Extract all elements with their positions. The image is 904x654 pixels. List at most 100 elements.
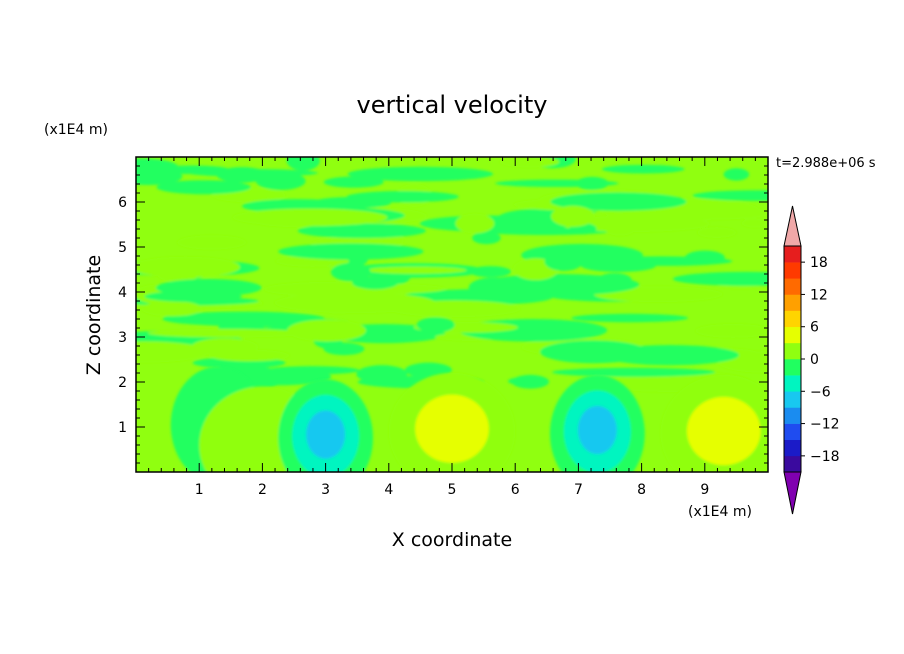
streak [723,168,750,181]
streak [330,262,371,282]
streak [352,276,399,290]
streak [552,367,716,377]
colorbar-tick-label: 6 [810,320,819,336]
y-tick-label: 4 [118,285,127,301]
colorbar-band [784,455,801,473]
chart-title: vertical velocity [357,91,548,119]
streak [601,212,639,236]
colorbar-tick-label: −12 [810,417,840,433]
turbulent-streaks [136,157,768,392]
streak [389,300,521,318]
streak [323,176,384,188]
colorbar-band [784,294,801,311]
streak [571,313,689,323]
x-tick-labels: 1 2 3 4 5 6 7 8 9 [195,482,710,498]
streak [297,223,426,239]
colorbar-band [784,342,801,360]
streak [468,277,520,299]
colorbar-tick-label: −18 [810,449,840,465]
colorbar-band [784,326,801,344]
colorbar-band [784,278,801,295]
x-axis-unit: (x1E4 m) [688,504,752,520]
streak [741,218,768,228]
colorbar-band [784,423,801,441]
axis-ticks [135,156,769,473]
x-tick-label: 5 [448,482,457,498]
streak [323,342,365,356]
streak [416,317,455,333]
time-label: t=2.988e+06 s [776,156,876,171]
y-tick-label: 5 [118,240,127,256]
cell-contour [577,405,617,455]
streak [544,251,583,272]
streak [685,250,725,265]
streak [177,235,247,250]
streak [601,164,685,174]
streak [286,157,320,171]
colorbar-band [784,407,801,424]
streak [346,191,459,203]
cell-contour [306,410,346,459]
colorbar-tick-label: 12 [810,287,828,303]
colorbar-band [784,439,801,457]
cell-contour [415,394,489,463]
streak [697,227,737,238]
streak [278,243,424,260]
colorbar-band [784,375,801,392]
colorbar-min-arrow [783,471,802,515]
y-tick-label: 2 [118,375,127,391]
z-axis-unit: (x1E4 m) [44,122,108,138]
y-tick-label: 6 [118,195,127,211]
streak [581,260,656,272]
streak [508,376,548,386]
y-axis-label: Z coordinate [83,255,105,375]
x-tick-label: 1 [195,482,204,498]
streak [499,157,560,168]
colorbar-tick-label: 0 [810,352,819,368]
colorbar-max-arrow [783,205,802,247]
colorbar-tick-label: 18 [810,255,828,271]
streak [672,271,768,286]
streak [155,278,262,297]
streak [495,179,619,188]
streak [472,231,501,245]
streak [455,213,495,234]
streak [550,192,687,211]
x-tick-label: 9 [700,482,709,498]
x-tick-label: 7 [574,482,583,498]
streak [592,348,712,356]
y-tick-labels: 1 2 3 4 5 6 [118,195,127,436]
streak [156,180,251,195]
streak [597,273,632,287]
streak [191,338,258,356]
x-axis-label: X coordinate [392,529,512,551]
colorbar: −18 −12 −6 0 6 12 18 [783,205,840,515]
cell-contour [686,396,761,466]
streak [287,319,367,342]
streak [136,341,209,363]
colorbar-tick-label: −6 [810,384,831,400]
streak [141,301,203,317]
streak [187,169,318,177]
colorbar-band [784,391,801,408]
x-tick-label: 6 [511,482,520,498]
x-tick-label: 2 [258,482,267,498]
x-tick-label: 8 [637,482,646,498]
x-tick-label: 3 [321,482,330,498]
y-tick-label: 3 [118,330,127,346]
colorbar-band [784,310,801,328]
streak [692,190,768,201]
streak [347,166,494,182]
streak [365,266,467,274]
streak [147,328,309,338]
streak [227,368,332,386]
velocity-field [136,157,768,472]
streak [646,206,768,220]
streak [695,323,768,338]
colorbar-band [784,262,801,279]
colorbar-band [784,359,801,376]
y-tick-label: 1 [118,420,127,436]
colorbar-band [784,246,801,263]
convective-cells [170,366,768,472]
